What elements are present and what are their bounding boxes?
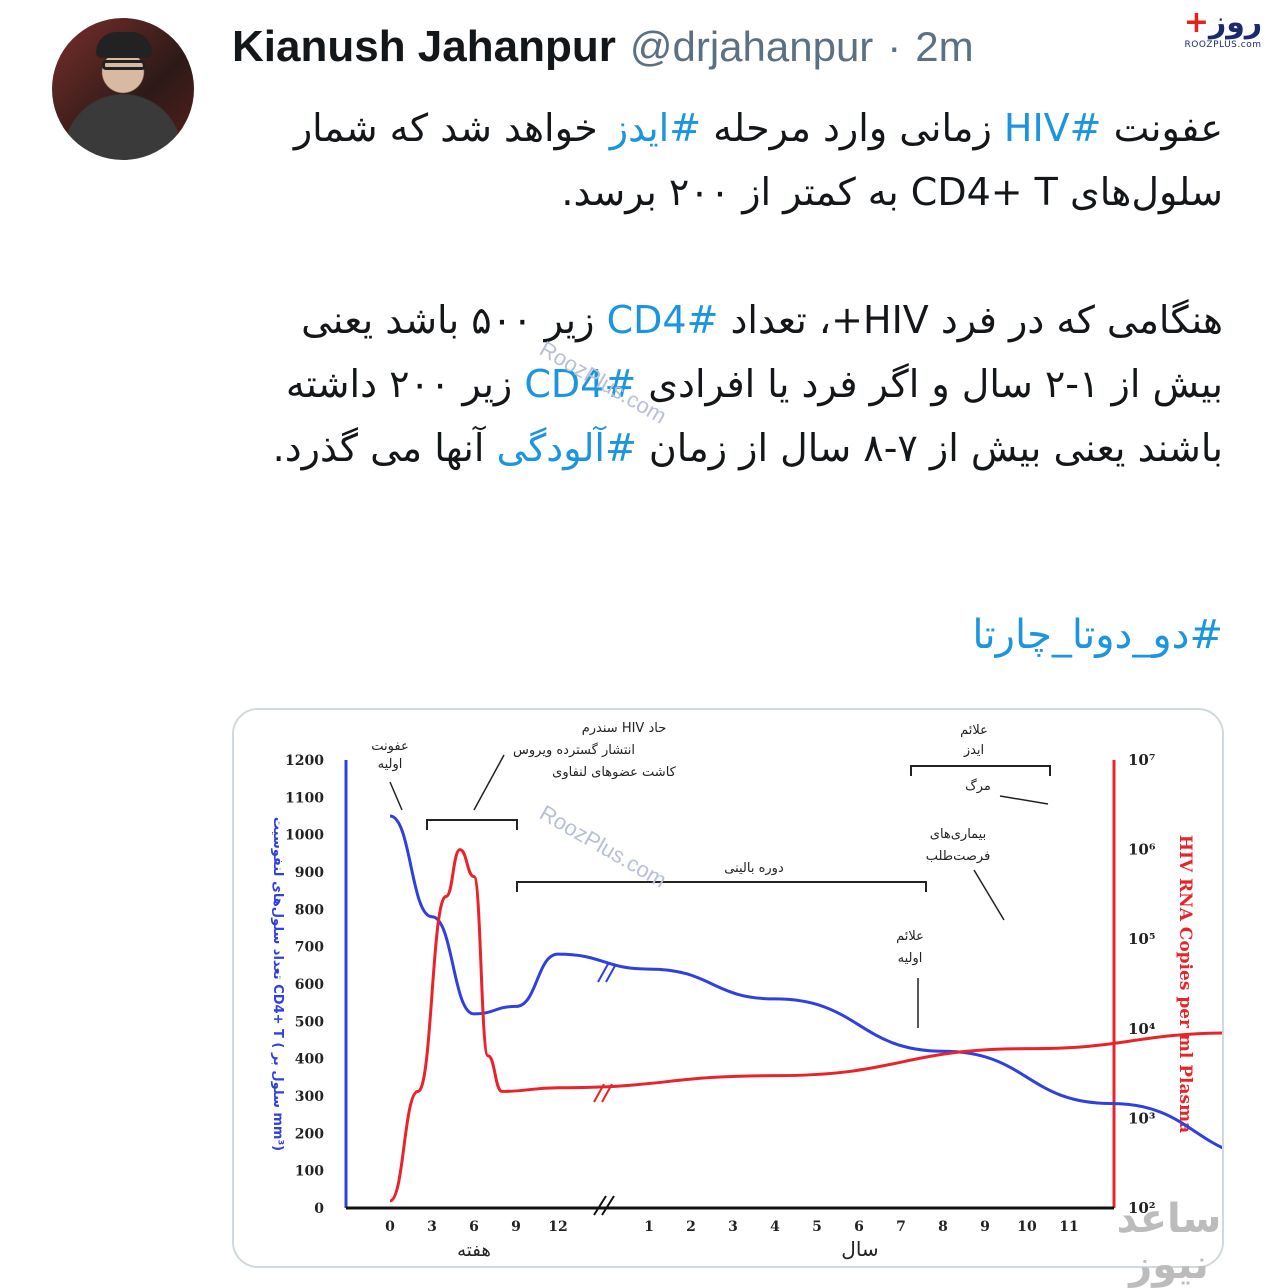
tweet-paragraph-2: هنگامی که در فرد HIV+، تعداد #CD4 زیر ۵۰… [233,288,1223,480]
left-tick-label: 800 [295,902,324,918]
avatar-glasses [102,60,146,70]
text-fragment: زیر ۵۰۰ باشد یعنی بیش از ۱-۲ سال و اگر ف… [301,298,1223,406]
x-year-tick-label: 1 [644,1219,654,1235]
tweet-paragraph-1: عفونت #HIV زمانی وارد مرحله #ایدز خواهد … [233,96,1223,224]
rna-series-line [389,848,1222,1203]
left-tick-label: 400 [295,1052,324,1068]
annotation-acute-hiv: سندرم HIV حاد [582,721,667,736]
x-year-tick-label: 7 [896,1219,906,1235]
right-tick-label: 10⁷ [1128,751,1155,769]
x-week-tick-label: 9 [511,1219,521,1235]
author-name[interactable]: Kianush Jahanpur [232,22,616,71]
x-axis-break [593,1195,615,1216]
annotation-bracket-aids [910,765,1051,776]
chart-annotations: عفونت اولیه سندرم HIV حاد انتشار گسترده ویر… [371,721,1051,1028]
x-week-tick-label: 0 [385,1219,395,1235]
right-tick-label: 10⁴ [1128,1020,1156,1038]
left-tick-label: 300 [295,1089,324,1105]
annotation-bracket-acute [426,819,518,830]
author-avatar[interactable] [52,18,194,160]
annotation-opportunistic-2: فرصت‌طلب [926,849,991,864]
hashtag-aids[interactable]: #ایدز [609,106,702,150]
cd4-line-break [597,963,617,983]
annotation-primary-infection-1: عفونت [371,739,408,754]
cd4-series-line [389,814,1222,1150]
annotation-pointer [473,754,505,811]
hiv-chart: 1200110010009008007006005004003002001000… [270,721,1222,1261]
avatar-hair [96,32,152,58]
tweet-text: عفونت #HIV زمانی وارد مرحله #ایدز خواهد … [233,96,1223,480]
x-year-tick-label: 9 [980,1219,990,1235]
right-axis-title: HIV RNA Copies per ml Plasma [1175,835,1195,1133]
annotation-death: مرگ [965,777,991,794]
annotation-acute-line3: کاشت عضوهای لنفاوی [552,765,676,780]
chart-ticks: 1200110010009008007006005004003002001000… [270,751,1195,1261]
hashtag-cd4-2[interactable]: #CD4 [524,362,637,406]
x-year-tick-label: 2 [686,1219,696,1235]
annotation-aids-2: ایدز [963,743,984,758]
text-fragment: خواهد شد که شمار سلول‌های CD4+ T به کمتر… [293,106,1223,214]
annotation-aids-1: علائم [960,723,988,738]
annotation-pointer [999,795,1049,805]
x-year-tick-label: 11 [1059,1219,1078,1235]
x-year-axis-title: سال [841,1237,878,1261]
header-separator: · [887,23,902,70]
chart-series [389,814,1222,1203]
logo-mark: روز [1208,5,1263,40]
footer-logo: ساعد نیوز [1116,1196,1222,1288]
hashtag-infection[interactable]: #آلودگی [496,426,637,470]
x-week-tick-label: 12 [548,1219,567,1235]
left-tick-label: 600 [295,977,324,993]
left-tick-label: 1000 [285,828,324,844]
hashtag-dodota[interactable]: #دو_دوتا_چارتا [972,612,1223,658]
left-tick-label: 0 [314,1201,324,1217]
annotation-opportunistic-1: بیماری‌های [930,827,986,842]
x-year-tick-label: 3 [728,1219,738,1235]
logo-plus: + [1183,5,1209,40]
x-week-tick-label: 3 [427,1219,437,1235]
tweet-header: Kianush Jahanpur @drjahanpur · 2m [232,22,974,78]
annotation-bracket-clinical [516,881,927,892]
left-tick-label: 500 [295,1014,324,1030]
annotation-primary-infection-2: اولیه [378,757,403,772]
annotation-clinical-latency: دوره بالینی [724,861,784,876]
x-year-tick-label: 10 [1017,1219,1037,1235]
annotation-early-1: علائم [896,929,924,944]
annotation-early-2: اولیه [898,951,923,966]
hashtag-cd4[interactable]: #CD4 [606,298,719,342]
x-year-tick-label: 8 [938,1219,948,1235]
right-tick-label: 10⁶ [1128,841,1156,859]
x-year-tick-label: 5 [812,1219,822,1235]
text-fragment: عفونت [1101,106,1223,150]
text-fragment: آنها می گذرد. [272,426,497,470]
author-handle[interactable]: @drjahanpur [629,23,874,70]
text-fragment: زیر ۲۰۰ داشته باشند یعنی بیش از ۷-۸ سال … [285,362,1223,470]
text-fragment: هنگامی که در فرد HIV+، تعداد [718,298,1223,342]
left-tick-label: 900 [295,865,324,881]
chart-axes [344,760,1116,1216]
annotation-pointer [973,869,1005,921]
x-week-tick-label: 6 [469,1219,479,1235]
tweet-media-chart[interactable]: 1200 1100 1000 900 800 700 600 500 400 300 200 100 0… [232,708,1224,1268]
right-tick-label: 10⁵ [1128,930,1155,948]
left-tick-label: 1200 [285,753,324,769]
tweet-timestamp[interactable]: 2m [915,23,974,70]
text-fragment: زمانی وارد مرحله [701,106,1004,150]
hashtag-hiv[interactable]: #HIV [1003,106,1102,150]
logo-url: ROOZPLUS.com [1184,40,1262,50]
rna-line-break [593,1083,613,1103]
right-tick-label: 10² [1128,1199,1155,1217]
left-tick-label: 100 [295,1164,324,1180]
left-tick-label: 1100 [285,790,324,806]
x-year-tick-label: 6 [854,1219,864,1235]
right-tick-label: 10³ [1128,1109,1155,1127]
left-tick-label: 700 [295,940,324,956]
left-axis-title: تعداد سلول‌های لنفوسیت CD4+ T ( سلول بر … [270,817,285,1151]
annotation-acute-line2: انتشار گسترده ویروس [513,742,635,758]
left-tick-label: 200 [295,1126,324,1142]
annotation-pointer [389,781,403,811]
site-logo: +روز ROOZPLUS.com [1177,6,1269,58]
x-week-axis-title: هفته [457,1240,491,1261]
x-year-tick-label: 4 [770,1219,780,1235]
